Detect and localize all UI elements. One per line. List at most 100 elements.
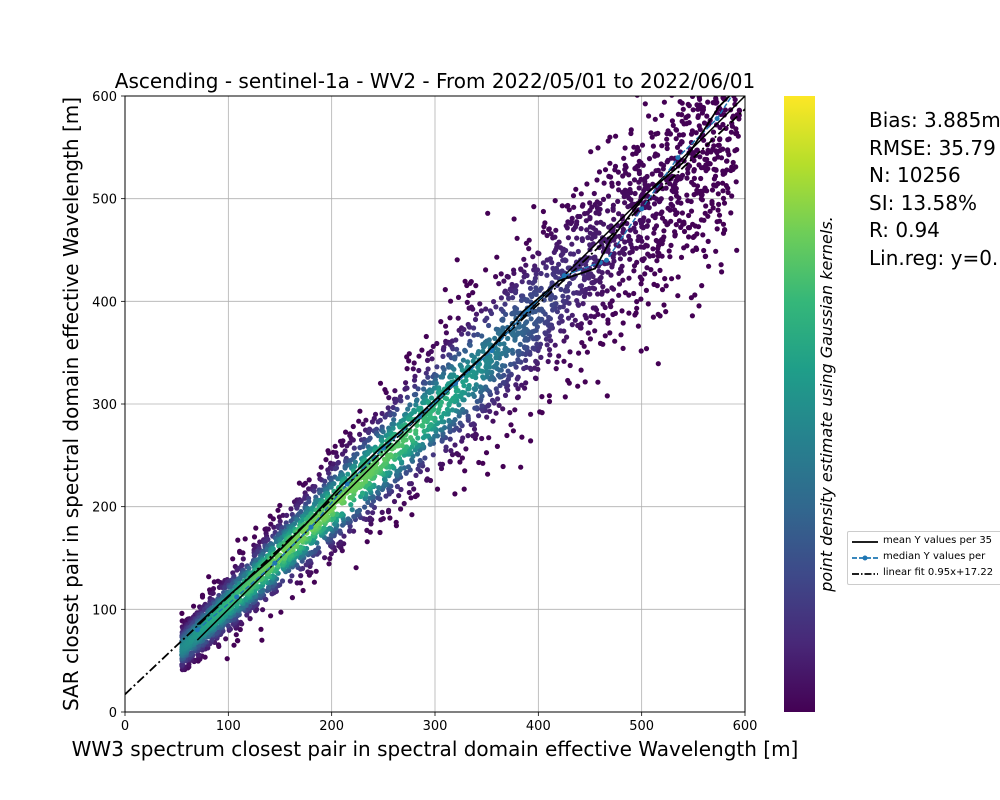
- scatter-point: [649, 134, 655, 140]
- scatter-point: [209, 636, 215, 643]
- scatter-point: [679, 112, 685, 118]
- scatter-point: [631, 290, 637, 297]
- scatter-point: [504, 432, 510, 439]
- scatter-point: [377, 417, 383, 423]
- scatter-point: [298, 498, 304, 504]
- scatter-point: [558, 286, 564, 293]
- scatter-point: [506, 295, 512, 301]
- scatter-point: [520, 323, 527, 329]
- scatter-point: [375, 489, 381, 495]
- scatter-point: [620, 345, 626, 351]
- scatter-point: [533, 271, 539, 277]
- scatter-point: [449, 452, 456, 458]
- scatter-point: [585, 235, 591, 241]
- scatter-point: [673, 211, 679, 217]
- scatter-point: [592, 328, 598, 334]
- scatter-point: [473, 311, 480, 317]
- scatter-point: [425, 374, 431, 380]
- scatter-point: [559, 203, 565, 209]
- scatter-point: [679, 100, 685, 106]
- scatter-point: [517, 341, 523, 347]
- scatter-point: [359, 490, 366, 496]
- scatter-point: [315, 545, 321, 551]
- scatter-point: [328, 484, 334, 490]
- scatter-point: [691, 192, 697, 198]
- scatter-point: [620, 277, 626, 283]
- scatter-point: [702, 210, 708, 216]
- scatter-point: [502, 346, 508, 352]
- scatter-point: [669, 276, 675, 282]
- scatter-point: [653, 168, 659, 174]
- scatter-point: [657, 267, 663, 273]
- scatter-point: [237, 626, 243, 633]
- scatter-point: [234, 638, 241, 644]
- scatter-point: [588, 149, 594, 155]
- y-tick-label: 300: [92, 398, 117, 413]
- scatter-point: [448, 398, 454, 404]
- scatter-point: [537, 409, 543, 415]
- scatter-point: [515, 374, 521, 380]
- scatter-point: [537, 341, 544, 347]
- scatter-point: [695, 106, 701, 112]
- scatter-point: [688, 295, 695, 301]
- scatter-point: [345, 516, 351, 522]
- scatter-point: [714, 219, 720, 225]
- scatter-point: [230, 556, 236, 562]
- scatter-point: [455, 294, 462, 300]
- scatter-point: [645, 301, 651, 307]
- scatter-point: [661, 302, 667, 308]
- scatter-point: [501, 341, 507, 347]
- scatter-point: [530, 280, 536, 286]
- scatter-point: [479, 435, 485, 442]
- scatter-point: [689, 179, 695, 185]
- scatter-point: [421, 428, 427, 434]
- scatter-point: [527, 285, 534, 291]
- scatter-point: [411, 377, 418, 383]
- scatter-point: [479, 333, 485, 339]
- scatter-point: [546, 347, 553, 353]
- scatter-point: [729, 164, 735, 170]
- scatter-point: [179, 610, 185, 617]
- scatter-point: [552, 234, 558, 240]
- scatter-point: [627, 250, 633, 256]
- scatter-point: [513, 382, 519, 388]
- scatter-point: [615, 180, 621, 186]
- scatter-point: [651, 195, 658, 201]
- scatter-point: [595, 145, 601, 151]
- scatter-point: [443, 444, 449, 450]
- scatter-point: [531, 267, 537, 273]
- scatter-point: [451, 366, 457, 372]
- scatter-point: [386, 507, 392, 513]
- scatter-point: [400, 438, 406, 444]
- scatter-point: [523, 262, 529, 268]
- scatter-point: [676, 132, 683, 138]
- scatter-point: [655, 130, 661, 136]
- scatter-point: [493, 386, 499, 392]
- scatter-point: [258, 589, 264, 595]
- scatter-point: [550, 307, 556, 313]
- scatter-point: [495, 396, 501, 402]
- scatter-point: [413, 428, 419, 434]
- scatter-point: [306, 499, 312, 505]
- scatter-point: [422, 455, 428, 461]
- scatter-point: [311, 579, 317, 585]
- legend-label-median: median Y values per: [883, 551, 986, 562]
- scatter-point: [483, 450, 490, 456]
- scatter-point: [615, 169, 622, 175]
- scatter-point: [398, 486, 404, 493]
- scatter-point: [702, 156, 708, 162]
- scatter-point: [616, 292, 622, 298]
- scatter-point: [439, 436, 445, 443]
- scatter-point: [456, 402, 462, 408]
- scatter-point: [587, 291, 593, 297]
- scatter-point: [685, 198, 691, 204]
- trend-lines: [125, 96, 745, 695]
- scatter-point: [622, 290, 629, 296]
- scatter-point: [479, 393, 485, 399]
- scatter-point: [473, 382, 479, 388]
- scatter-point: [470, 358, 476, 364]
- scatter-point: [551, 249, 557, 255]
- scatter-point: [628, 130, 634, 137]
- scatter-point: [311, 488, 317, 494]
- scatter-point: [406, 358, 412, 364]
